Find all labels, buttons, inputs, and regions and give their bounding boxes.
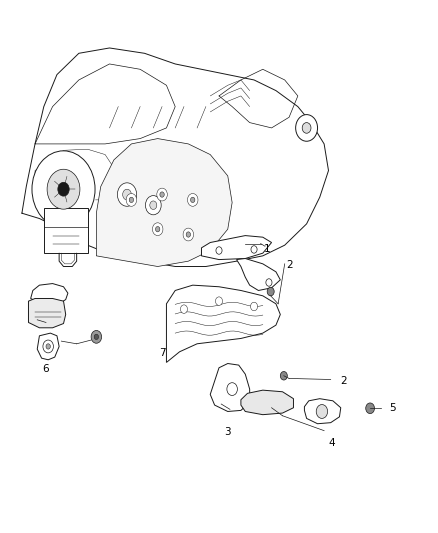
Circle shape (186, 232, 191, 237)
Circle shape (152, 223, 163, 236)
Circle shape (123, 189, 131, 200)
Circle shape (58, 182, 69, 196)
Circle shape (296, 115, 318, 141)
Circle shape (157, 188, 167, 201)
Polygon shape (96, 139, 232, 266)
Circle shape (227, 383, 237, 395)
FancyBboxPatch shape (44, 208, 88, 253)
Text: 4: 4 (328, 439, 336, 448)
Text: 6: 6 (42, 364, 49, 374)
Circle shape (155, 227, 160, 232)
Polygon shape (166, 285, 280, 362)
Text: 3: 3 (224, 427, 231, 437)
Circle shape (215, 297, 223, 305)
Circle shape (251, 246, 257, 253)
Circle shape (43, 340, 53, 353)
Polygon shape (28, 298, 66, 328)
Circle shape (47, 169, 80, 209)
Circle shape (251, 302, 258, 311)
Circle shape (150, 201, 157, 209)
Polygon shape (241, 390, 293, 415)
Polygon shape (304, 399, 341, 424)
Circle shape (191, 197, 195, 203)
Circle shape (32, 151, 95, 228)
Circle shape (302, 123, 311, 133)
Circle shape (366, 403, 374, 414)
Text: 7: 7 (159, 348, 166, 358)
Circle shape (183, 228, 194, 241)
Circle shape (180, 305, 187, 313)
Circle shape (280, 372, 287, 380)
Polygon shape (210, 364, 250, 411)
Circle shape (187, 193, 198, 206)
Polygon shape (201, 236, 272, 260)
Circle shape (91, 330, 102, 343)
Polygon shape (237, 259, 280, 290)
Circle shape (129, 197, 134, 203)
Text: 2: 2 (340, 376, 347, 386)
Circle shape (160, 192, 164, 197)
Circle shape (94, 334, 99, 340)
Circle shape (267, 287, 274, 296)
Text: 1: 1 (264, 244, 271, 254)
Circle shape (46, 344, 50, 349)
Circle shape (117, 183, 137, 206)
Polygon shape (37, 333, 59, 360)
Text: 5: 5 (389, 403, 396, 413)
Circle shape (126, 193, 137, 206)
Circle shape (266, 279, 272, 286)
Polygon shape (31, 284, 68, 305)
Circle shape (316, 405, 328, 418)
Text: 2: 2 (286, 260, 293, 270)
Circle shape (145, 196, 161, 215)
Circle shape (216, 247, 222, 254)
